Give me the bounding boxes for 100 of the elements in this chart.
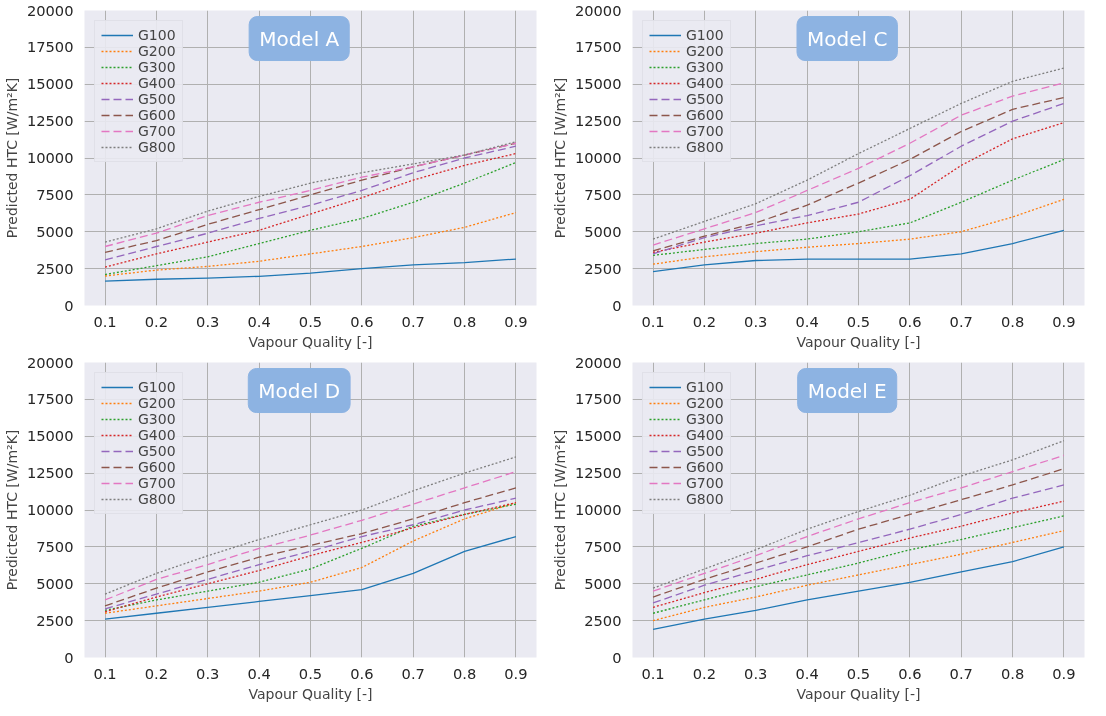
x-tick-label: 0.8 — [1000, 664, 1025, 682]
y-tick-label: 10000 — [26, 149, 74, 166]
y-tick-label: 5000 — [584, 574, 622, 592]
y-tick-label: 0 — [64, 296, 74, 314]
annotation: Model D — [258, 378, 341, 403]
x-tick-label: 0.2 — [144, 312, 169, 330]
legend-label: G300 — [686, 59, 724, 75]
x-tick-label: 0.9 — [504, 312, 528, 330]
legend-label: G500 — [138, 443, 176, 459]
y-tick-label: 20000 — [574, 1, 622, 19]
y-tick-label: 10000 — [574, 149, 622, 166]
legend-label: G600 — [686, 107, 724, 123]
legend-label: G600 — [138, 459, 176, 475]
legend-label: G100 — [138, 27, 176, 43]
x-tick-label: 0.8 — [1000, 312, 1025, 330]
y-tick-label: 12500 — [26, 112, 74, 130]
x-tick-label: 0.9 — [504, 664, 528, 682]
x-tick-label: 0.3 — [744, 664, 768, 682]
legend-label: G700 — [686, 123, 724, 139]
y-tick-label: 7500 — [584, 185, 622, 203]
y-tick-label: 15000 — [26, 427, 74, 445]
y-tick-label: 15000 — [26, 75, 74, 93]
y-tick-label: 15000 — [574, 75, 622, 93]
legend-label: G100 — [686, 379, 724, 395]
y-tick-label: 20000 — [574, 353, 622, 371]
x-tick-label: 0.6 — [898, 312, 922, 330]
y-tick-label: 2500 — [36, 259, 74, 277]
y-tick-label: 15000 — [574, 427, 622, 445]
legend-label: G800 — [138, 491, 176, 507]
x-axis-title: Vapour Quality [-] — [248, 333, 373, 350]
x-tick-label: 0.6 — [898, 664, 922, 682]
legend-label: G700 — [138, 475, 176, 491]
legend-label: G500 — [686, 91, 724, 107]
annotation: Model E — [807, 378, 887, 403]
legend-label: G300 — [138, 59, 176, 75]
y-tick-label: 10000 — [26, 501, 74, 518]
y-tick-label: 7500 — [36, 537, 74, 555]
legend-label: G400 — [686, 427, 724, 443]
x-tick-label: 0.8 — [452, 312, 477, 330]
y-tick-label: 20000 — [26, 1, 74, 19]
legend-label: G700 — [138, 123, 176, 139]
x-tick-label: 0.7 — [401, 664, 425, 682]
y-axis-title: Predicted HTC [W/m²K] — [551, 77, 568, 239]
x-tick-label: 0.5 — [846, 312, 871, 330]
y-tick-label: 17500 — [26, 390, 74, 408]
y-tick-label: 17500 — [26, 38, 74, 56]
legend-label: G800 — [138, 139, 176, 155]
legend-label: G200 — [138, 395, 176, 411]
x-tick-label: 0.9 — [1052, 312, 1076, 330]
y-axis-title: Predicted HTC [W/m²K] — [3, 77, 20, 239]
y-axis-title: Predicted HTC [W/m²K] — [3, 429, 20, 591]
y-tick-label: 0 — [64, 648, 74, 666]
y-tick-label: 5000 — [584, 222, 622, 240]
y-tick-label: 0 — [612, 296, 622, 314]
y-tick-label: 12500 — [26, 464, 74, 482]
legend-label: G500 — [138, 91, 176, 107]
legend-label: G500 — [686, 443, 724, 459]
x-tick-label: 0.3 — [744, 312, 768, 330]
x-tick-label: 0.5 — [846, 664, 871, 682]
y-tick-label: 12500 — [574, 464, 622, 482]
legend-label: G400 — [138, 75, 176, 91]
x-tick-label: 0.7 — [949, 664, 973, 682]
x-tick-label: 0.4 — [795, 312, 819, 330]
x-tick-label: 0.3 — [196, 312, 220, 330]
x-tick-label: 0.1 — [641, 664, 665, 682]
legend-label: G200 — [138, 43, 176, 59]
y-tick-label: 0 — [612, 648, 622, 666]
legend-label: G100 — [686, 27, 724, 43]
legend-label: G300 — [138, 411, 176, 427]
y-tick-label: 7500 — [584, 537, 622, 555]
x-tick-label: 0.4 — [247, 312, 271, 330]
x-tick-label: 0.3 — [196, 664, 220, 682]
x-tick-label: 0.8 — [452, 664, 477, 682]
legend-label: G700 — [686, 475, 724, 491]
legend-label: G400 — [138, 427, 176, 443]
x-tick-label: 0.2 — [692, 664, 717, 682]
legend-label: G800 — [686, 491, 724, 507]
x-axis-title: Vapour Quality [-] — [796, 685, 921, 702]
y-tick-label: 5000 — [36, 222, 74, 240]
legend-label: G200 — [686, 395, 724, 411]
legend-label: G600 — [686, 459, 724, 475]
y-tick-label: 17500 — [574, 38, 622, 56]
legend-label: G600 — [138, 107, 176, 123]
x-tick-label: 0.2 — [144, 664, 169, 682]
x-tick-label: 0.1 — [93, 312, 117, 330]
x-tick-label: 0.7 — [401, 312, 425, 330]
y-tick-label: 5000 — [36, 574, 74, 592]
x-tick-label: 0.6 — [350, 664, 374, 682]
legend-label: G800 — [686, 139, 724, 155]
x-axis-title: Vapour Quality [-] — [796, 333, 921, 350]
y-tick-label: 10000 — [574, 501, 622, 518]
y-tick-label: 2500 — [584, 611, 622, 629]
y-tick-label: 2500 — [584, 259, 622, 277]
legend-label: G200 — [686, 43, 724, 59]
annotation: Model C — [807, 26, 888, 51]
x-tick-label: 0.1 — [93, 664, 117, 682]
x-tick-label: 0.6 — [350, 312, 374, 330]
y-axis-title: Predicted HTC [W/m²K] — [551, 429, 568, 591]
x-tick-label: 0.7 — [949, 312, 973, 330]
x-axis-title: Vapour Quality [-] — [248, 685, 373, 702]
